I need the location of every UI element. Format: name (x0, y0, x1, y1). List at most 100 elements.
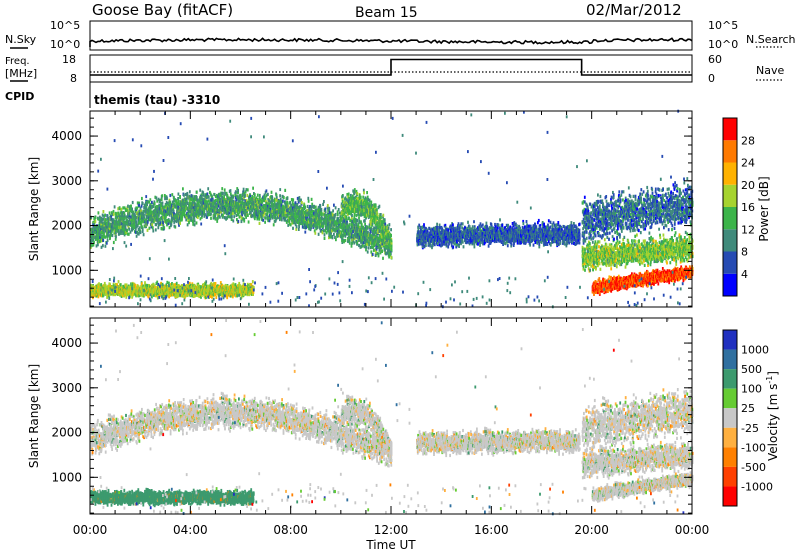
scatter-cell (94, 226, 97, 231)
scatter-cell (209, 190, 211, 195)
scatter-cell (317, 210, 320, 214)
scatter-cell (154, 228, 157, 232)
scatter-cell (134, 230, 137, 234)
scatter-cell (148, 226, 151, 230)
scatter-cell (341, 239, 344, 243)
scatter-cell (203, 210, 206, 214)
scatter-cell (191, 194, 194, 198)
scatter-cell (301, 219, 303, 223)
scatter-cell (226, 216, 229, 220)
scatter-cell (268, 219, 271, 223)
scatter-cell (98, 283, 101, 287)
scatter-cell (142, 233, 145, 237)
noise-panel-frame (89, 20, 693, 51)
scatter-cell (301, 209, 304, 213)
scatter-cell (294, 201, 297, 205)
scatter-cell (143, 206, 145, 210)
scatter-cell (273, 197, 276, 201)
scatter-cell (164, 216, 167, 220)
scatter-cell (130, 204, 132, 208)
scatter-cell (350, 229, 353, 233)
scatter-cell (371, 252, 374, 256)
scatter-cell (240, 206, 242, 210)
power-scatter (90, 109, 694, 309)
scatter-cell (138, 201, 140, 205)
scatter-cell (252, 198, 255, 202)
scatter-cell (179, 218, 182, 222)
scatter-cell (100, 225, 103, 229)
scatter-cell (382, 256, 384, 260)
scatter-cell (284, 216, 287, 220)
scatter-cell (237, 199, 240, 203)
scatter-cell (327, 225, 330, 229)
scatter-cell (175, 199, 178, 203)
scatter-cell (163, 226, 166, 230)
scatter-cell (366, 250, 369, 254)
scatter-cell (97, 239, 99, 243)
scatter-cell (258, 212, 261, 216)
scatter-cell (181, 215, 184, 219)
scatter-cell (98, 230, 101, 234)
scatter-cell (171, 218, 174, 222)
scatter-cell (90, 283, 93, 288)
scatter-cell (258, 221, 261, 225)
scatter-cell (372, 232, 374, 236)
scatter-cell (172, 206, 174, 210)
scatter-cell (90, 215, 93, 219)
scatter-cell (192, 219, 194, 223)
scatter-cell (122, 223, 124, 227)
scatter-cell (232, 219, 235, 223)
scatter-cell (138, 218, 141, 222)
scatter-cell (122, 206, 125, 210)
scatter-cell (94, 294, 97, 298)
scatter-cell (249, 194, 252, 198)
scatter-cell (100, 283, 103, 287)
scatter-cell (307, 211, 310, 215)
scatter-cell (148, 200, 150, 204)
scatter-cell (241, 211, 243, 215)
scatter-cell (286, 196, 289, 200)
scatter-cell (152, 229, 155, 233)
scatter-cell (332, 209, 334, 213)
scatter-cell (250, 211, 252, 215)
scatter-cell (172, 209, 175, 213)
scatter-cell (140, 211, 143, 215)
scatter-cell (133, 220, 136, 224)
scatter-cell (139, 206, 142, 210)
scatter-cell (333, 232, 335, 236)
scatter-cell (156, 199, 159, 203)
scatter-cell (227, 198, 229, 202)
scatter-cell (138, 203, 140, 207)
scatter-cell (244, 199, 247, 203)
scatter-cell (227, 200, 230, 204)
scatter-cell (266, 217, 269, 221)
scatter-cell (278, 206, 281, 210)
scatter-cell (104, 244, 107, 248)
scatter-cell (194, 195, 196, 199)
scatter-cell (256, 193, 259, 197)
scatter-cell (344, 224, 347, 228)
scatter-cell (119, 283, 122, 287)
scatter-cell (328, 206, 331, 210)
scatter-cell (293, 221, 296, 225)
scatter-cell (113, 205, 116, 209)
scatter-cell (253, 212, 255, 216)
scatter-cell (243, 208, 246, 212)
scatter-cell (212, 199, 214, 203)
scatter-cell (97, 243, 99, 247)
freq-tick-bottom: 8 (70, 72, 77, 85)
scatter-cell (103, 226, 106, 230)
scatter-cell (274, 208, 276, 212)
scatter-cell (149, 202, 152, 206)
scatter-cell (375, 247, 378, 251)
scatter-cell (157, 221, 160, 225)
scatter-cell (179, 195, 181, 200)
scatter-cell (121, 211, 123, 215)
scatter-cell (183, 197, 186, 201)
scatter-cell (310, 226, 312, 230)
scatter-cell (381, 249, 383, 253)
scatter-cell (336, 210, 339, 214)
scatter-cell (284, 218, 287, 222)
scatter-cell (154, 213, 157, 218)
scatter-cell (157, 211, 160, 215)
